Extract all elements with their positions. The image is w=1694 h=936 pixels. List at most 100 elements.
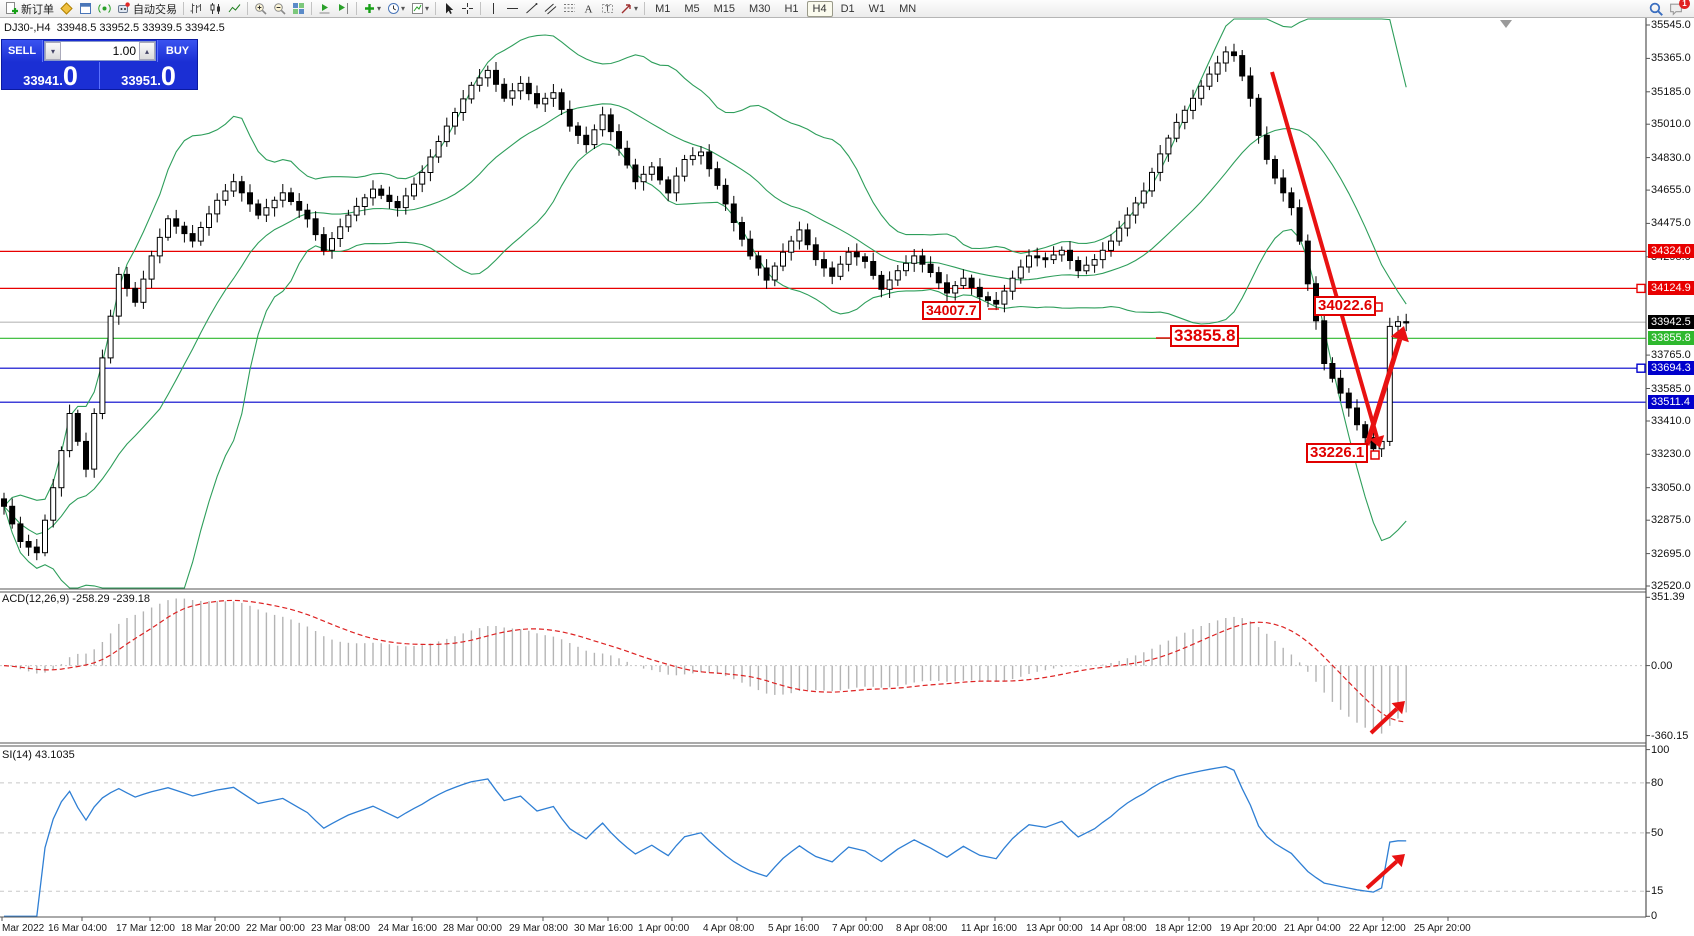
price-axis-tick: 33410.0 — [1651, 414, 1691, 427]
buy-price-display[interactable]: 33951. 0 — [121, 61, 176, 91]
price-line-badge: 33855.8 — [1648, 331, 1694, 346]
svg-text:T: T — [605, 4, 610, 14]
time-axis-label: 8 Apr 08:00 — [896, 923, 948, 934]
sell-button[interactable]: SELL — [2, 40, 43, 62]
chart-shift-icon — [339, 3, 348, 14]
tab-timeframe-m30[interactable]: M30 — [749, 2, 771, 15]
cursor-button[interactable] — [439, 1, 458, 17]
bar-chart-mode-button[interactable] — [187, 1, 206, 17]
toolbar-separator — [435, 2, 437, 15]
search-button[interactable] — [1646, 1, 1666, 17]
price-annotation[interactable]: 34007.7 — [922, 301, 981, 320]
auto-scroll-icon — [319, 4, 330, 14]
volume-input[interactable] — [61, 42, 139, 60]
horizontal-line-tool-button[interactable] — [503, 1, 522, 17]
tile-windows-icon — [293, 3, 304, 14]
volume-stepper: ▾ ▴ — [44, 41, 156, 61]
price-line-badge: 34124.9 — [1648, 281, 1694, 296]
time-axis-label: 21 Apr 04:00 — [1284, 923, 1341, 934]
chat-unread-badge: 1 — [1679, 0, 1690, 9]
time-axis-label: 22 Apr 12:00 — [1349, 923, 1406, 934]
tab-timeframe-mn[interactable]: MN — [899, 2, 917, 15]
time-axis-label: 16 Mar 04:00 — [48, 923, 107, 934]
signals-icon — [98, 4, 111, 13]
price-axis-tick: 33050.0 — [1651, 481, 1691, 494]
tab-timeframe-w1[interactable]: W1 — [868, 2, 886, 15]
indicators-button[interactable]: ▾ — [360, 1, 384, 17]
trendline-tool-button[interactable] — [522, 1, 541, 17]
price-axis-tick: 34830.0 — [1651, 151, 1691, 164]
price-annotation[interactable]: 33226.1 — [1306, 443, 1369, 463]
zoom-in-button[interactable] — [251, 1, 270, 17]
crosshair-button[interactable] — [458, 1, 477, 17]
time-axis-label: 22 Mar 00:00 — [246, 923, 305, 934]
trendline-icon — [526, 3, 538, 14]
chart-shift-button[interactable] — [334, 1, 353, 17]
auto-scroll-button[interactable] — [315, 1, 334, 17]
panel-divider — [99, 62, 100, 89]
price-line-badge: 34324.0 — [1648, 244, 1694, 259]
new-order-label: 新订单 — [21, 3, 54, 16]
fibonacci-tool-button[interactable] — [560, 1, 579, 17]
toolbar-separator — [247, 2, 248, 15]
channel-tool-button[interactable] — [541, 1, 560, 17]
tab-timeframe-h1[interactable]: H1 — [784, 2, 799, 15]
new-order-button[interactable]: 新订单 — [2, 1, 57, 17]
tab-timeframe-h4[interactable]: H4 — [806, 0, 833, 17]
macd-axis-tick: 0.00 — [1651, 659, 1673, 672]
chart-profile-button[interactable] — [57, 1, 76, 17]
line-chart-mode-button[interactable] — [225, 1, 244, 17]
crosshair-icon — [462, 3, 474, 14]
tab-timeframe-m1[interactable]: M1 — [655, 2, 671, 15]
autotrade-robot-icon — [118, 2, 130, 13]
svg-text:A: A — [585, 4, 593, 16]
rsi-axis-tick: 0 — [1651, 910, 1658, 923]
volume-increase-button[interactable]: ▴ — [139, 42, 155, 60]
tab-timeframe-m5[interactable]: M5 — [684, 2, 700, 15]
rsi-axis-tick: 15 — [1651, 885, 1664, 898]
vertical-line-tool-button[interactable] — [484, 1, 503, 17]
tab-timeframe-m15[interactable]: M15 — [713, 2, 736, 15]
rsi-axis-tick: 100 — [1651, 743, 1670, 756]
time-axis-label: Mar 2022 — [2, 923, 45, 934]
buy-button[interactable]: BUY — [157, 40, 197, 62]
sell-price-display[interactable]: 33941. 0 — [23, 61, 78, 91]
toolbar-separator — [480, 2, 482, 15]
time-axis-label: 17 Mar 12:00 — [116, 923, 175, 934]
signals-button[interactable] — [95, 1, 114, 17]
arrows-icon — [621, 4, 631, 14]
toolbar-separator — [644, 2, 646, 15]
time-axis-label: 4 Apr 08:00 — [703, 923, 755, 934]
label-tool-button[interactable]: T — [598, 1, 617, 17]
chat-button[interactable]: 1 — [1666, 0, 1690, 17]
macd-axis-tick: 351.39 — [1651, 591, 1685, 604]
fibonacci-icon — [564, 4, 576, 12]
market-watch-button[interactable] — [76, 1, 95, 17]
price-axis-tick: 35545.0 — [1651, 19, 1691, 31]
price-annotation[interactable]: 34022.6 — [1314, 296, 1377, 316]
candle-chart-mode-button[interactable] — [206, 1, 225, 17]
price-annotation[interactable]: 33855.8 — [1170, 325, 1240, 347]
bar-chart-icon — [190, 3, 201, 14]
periods-button[interactable]: ▾ — [384, 1, 408, 17]
rsi-axis-tick: 80 — [1651, 776, 1664, 789]
autotrade-button[interactable]: 自动交易 — [114, 1, 180, 17]
time-axis-label: 29 Mar 08:00 — [509, 923, 568, 934]
line-chart-icon — [228, 4, 241, 13]
time-axis-label: 25 Apr 20:00 — [1414, 923, 1471, 934]
text-tool-button[interactable]: A — [579, 1, 598, 17]
timeframe-switcher: M1 M5 M15 M30 H1 H4 D1 W1 MN — [648, 0, 923, 17]
buy-price-big-digit: 0 — [160, 61, 176, 91]
sell-price-big-digit: 0 — [62, 61, 78, 91]
text-label-icon: T — [602, 4, 614, 14]
zoom-out-button[interactable] — [270, 1, 289, 17]
tile-windows-button[interactable] — [289, 1, 308, 17]
tab-timeframe-d1[interactable]: D1 — [840, 2, 855, 15]
arrows-tool-button[interactable]: ▾ — [617, 1, 641, 17]
volume-decrease-button[interactable]: ▾ — [45, 42, 61, 60]
new-order-icon — [6, 2, 18, 14]
templates-button[interactable]: ▾ — [408, 1, 432, 17]
time-axis-label: 11 Apr 16:00 — [961, 923, 1017, 934]
